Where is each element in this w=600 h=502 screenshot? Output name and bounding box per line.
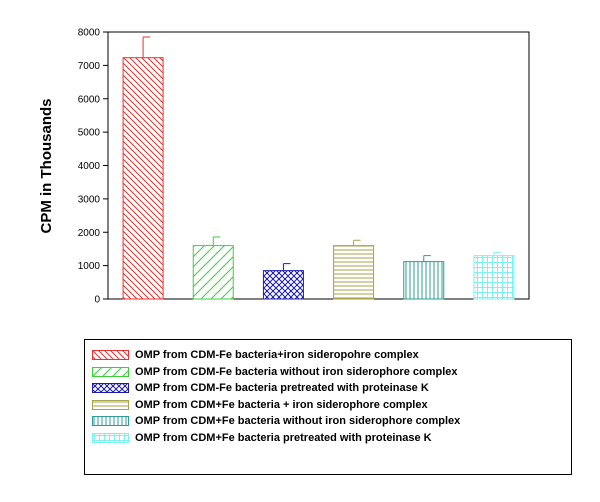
bar-2: [192, 245, 234, 300]
y-tick-label: 1000: [78, 261, 101, 272]
bar-1: [122, 57, 164, 300]
legend-swatch-4: [92, 399, 129, 410]
legend-label-6: OMP from CDM+Fe bacteria pretreated with…: [135, 431, 432, 444]
legend-item-3: OMP from CDM-Fe bacteria pretreated with…: [92, 380, 429, 396]
y-tick-label: 5000: [78, 128, 101, 139]
legend-swatch-3: [92, 383, 129, 393]
legend-item-5: OMP from CDM+Fe bacteria without iron si…: [92, 413, 460, 429]
y-axis-label: CPM in Thousands: [38, 99, 55, 234]
legend-swatch-6: [92, 432, 129, 443]
bar-4: [333, 245, 375, 300]
bar-5: [403, 261, 445, 300]
legend-item-2: OMP from CDM-Fe bacteria without iron si…: [92, 364, 458, 380]
bar-chart: 0 1000 2000 3000 4000 5000 6000 7000 8000 CPM in…: [38, 28, 530, 306]
legend-label-1: OMP from CDM-Fe bacteria+iron sideropohr…: [135, 349, 419, 361]
legend-item-6: OMP from CDM+Fe bacteria pretreated with…: [92, 430, 432, 446]
legend-swatch-5: [92, 416, 129, 426]
y-tick-label: 0: [94, 295, 100, 306]
bar-3: [262, 270, 304, 300]
y-tick-label: 6000: [78, 94, 101, 105]
legend-item-1: OMP from CDM-Fe bacteria+iron sideropohr…: [92, 347, 419, 363]
y-tick-label: 4000: [78, 161, 101, 172]
y-tick-label: 7000: [78, 61, 101, 72]
legend-label-4: OMP from CDM+Fe bacteria + iron sideroph…: [135, 398, 428, 411]
legend-swatch-2: [92, 366, 129, 377]
y-tick-label: 3000: [78, 194, 101, 205]
legend-item-4: OMP from CDM+Fe bacteria + iron sideroph…: [92, 397, 428, 413]
legend-label-3: OMP from CDM-Fe bacteria pretreated with…: [135, 382, 429, 394]
legend-swatch-1: [92, 350, 129, 360]
y-tick-label: 2000: [78, 228, 101, 239]
legend-label-5: OMP from CDM+Fe bacteria without iron si…: [135, 415, 461, 427]
legend-label-2: OMP from CDM-Fe bacteria without iron si…: [135, 365, 458, 378]
y-tick-label: 8000: [78, 28, 101, 39]
plot-area: [107, 31, 530, 300]
bar-6: [473, 255, 515, 300]
legend: OMP from CDM-Fe bacteria+iron sideropohr…: [84, 339, 572, 475]
